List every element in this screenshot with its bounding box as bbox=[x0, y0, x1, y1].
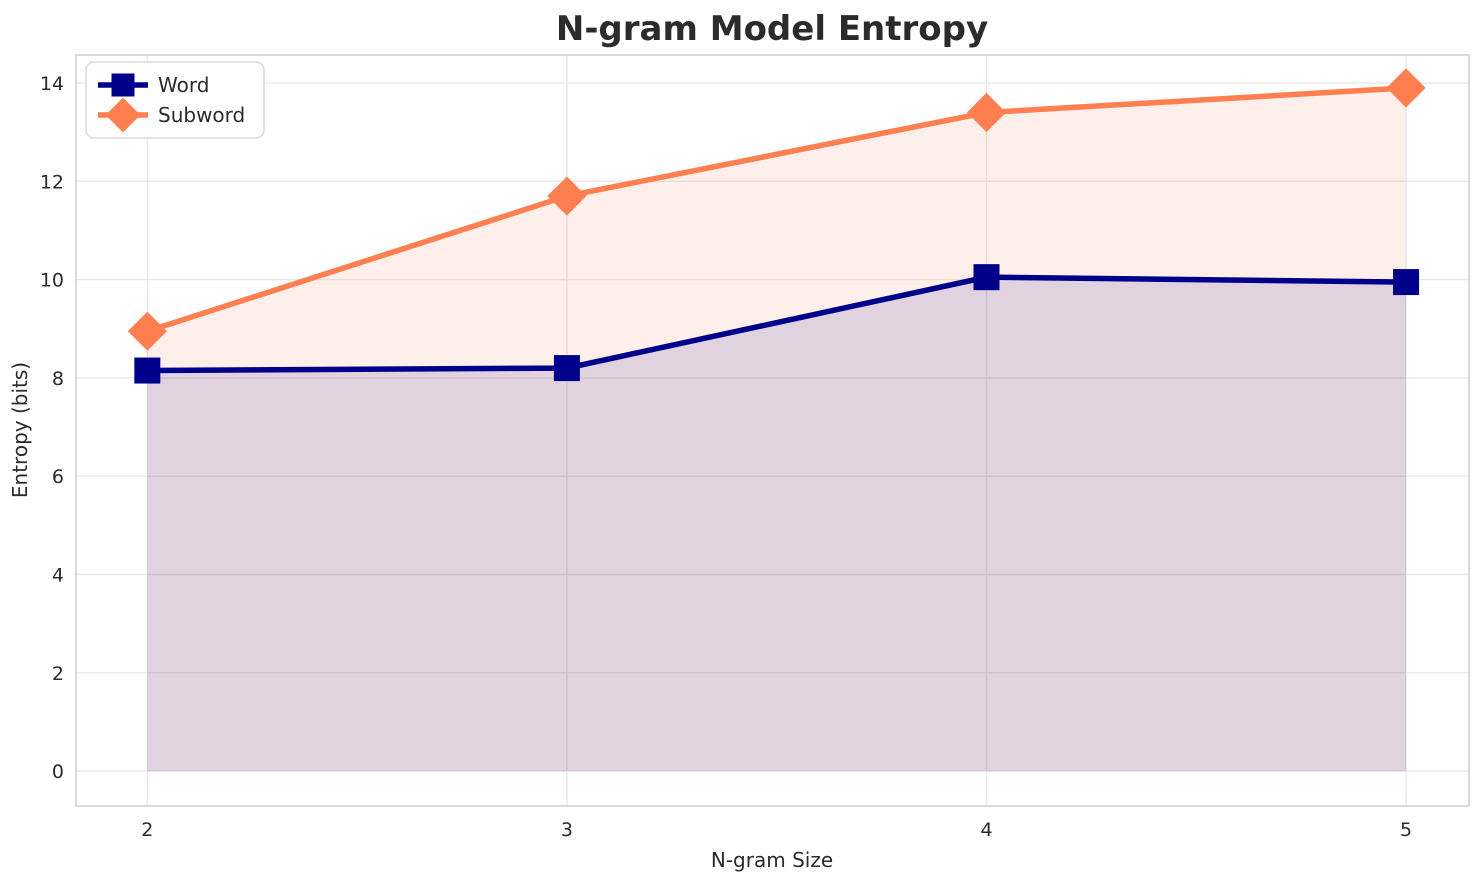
y-tick-label: 4 bbox=[52, 565, 64, 587]
word-data-point-marker bbox=[134, 357, 161, 384]
x-tick-label: 5 bbox=[1400, 819, 1412, 841]
area-layer bbox=[147, 87, 1407, 772]
word-line bbox=[144, 274, 1409, 374]
subword-data-point-marker bbox=[127, 311, 167, 351]
spine-layer bbox=[75, 54, 1470, 807]
word-data-point-marker bbox=[1393, 269, 1420, 296]
chart-title: N-gram Model Entropy bbox=[556, 9, 988, 49]
y-tick-label: 12 bbox=[40, 171, 64, 193]
x-tick-label: 4 bbox=[980, 819, 992, 841]
subword-data-point-marker bbox=[966, 92, 1007, 133]
legend-label-subword: Subword bbox=[158, 103, 245, 127]
subword-area-fill bbox=[147, 87, 1407, 772]
y-tick-label: 14 bbox=[40, 73, 64, 95]
tick-layer: 0 2 4 6 8 10 12 14 2 3 4 5 bbox=[40, 73, 1412, 841]
legend-label-word: Word bbox=[158, 73, 209, 97]
y-tick-label: 2 bbox=[52, 663, 64, 685]
y-tick-label: 8 bbox=[52, 368, 64, 390]
plot-border bbox=[75, 54, 1470, 807]
subword-data-point-marker bbox=[547, 176, 587, 216]
y-tick-label: 6 bbox=[52, 466, 64, 488]
x-tick-label: 3 bbox=[561, 819, 573, 841]
x-axis-label: N-gram Size bbox=[711, 848, 833, 872]
word-data-point-marker bbox=[553, 355, 580, 382]
subword-data-point-marker bbox=[1386, 68, 1426, 108]
subword-line bbox=[144, 85, 1409, 334]
x-tick-label: 2 bbox=[141, 819, 153, 841]
y-axis-label: Entropy (bits) bbox=[8, 362, 32, 498]
legend: Word Subword bbox=[85, 61, 265, 139]
subword-legend-marker bbox=[105, 97, 141, 133]
word-area-fill bbox=[147, 277, 1407, 772]
word-data-point-marker bbox=[973, 264, 1000, 291]
y-tick-label: 0 bbox=[52, 761, 64, 783]
y-tick-label: 10 bbox=[40, 270, 64, 292]
word-legend-marker bbox=[111, 73, 135, 97]
series-layer bbox=[127, 68, 1426, 384]
